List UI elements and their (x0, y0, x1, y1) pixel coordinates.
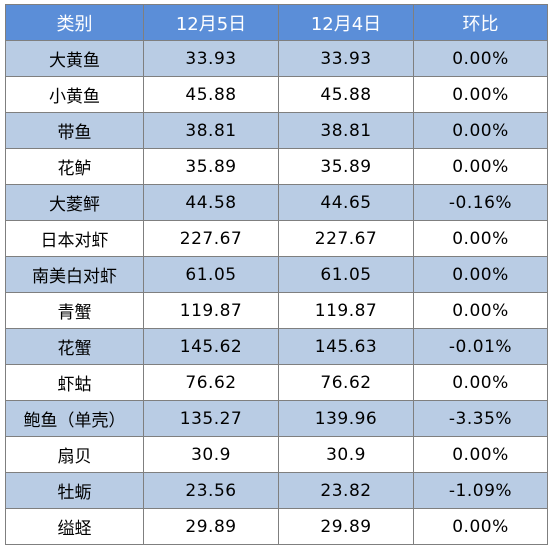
table-body: 大黄鱼 33.93 33.93 0.00% 小黄鱼 45.88 45.88 0.… (5, 40, 548, 545)
cell-dec5: 44.58 (143, 184, 279, 221)
cell-dec4: 44.65 (278, 184, 414, 221)
cell-category: 缢蛏 (5, 508, 144, 545)
cell-change: 0.00% (413, 112, 548, 149)
cell-dec5: 227.67 (143, 220, 279, 257)
cell-change: 0.00% (413, 40, 548, 77)
table-row: 缢蛏 29.89 29.89 0.00% (5, 508, 548, 545)
table-row: 南美白对虾 61.05 61.05 0.00% (5, 256, 548, 293)
cell-dec5: 30.9 (143, 436, 279, 473)
table-row: 带鱼 38.81 38.81 0.00% (5, 112, 548, 149)
cell-dec4: 35.89 (278, 148, 414, 185)
cell-dec5: 29.89 (143, 508, 279, 545)
cell-category: 牡蛎 (5, 472, 144, 509)
cell-dec5: 23.56 (143, 472, 279, 509)
cell-change: -3.35% (413, 400, 548, 437)
cell-change: 0.00% (413, 436, 548, 473)
cell-dec4: 30.9 (278, 436, 414, 473)
cell-category: 带鱼 (5, 112, 144, 149)
cell-dec4: 38.81 (278, 112, 414, 149)
cell-dec4: 29.89 (278, 508, 414, 545)
table-row: 鲍鱼（单壳） 135.27 139.96 -3.35% (5, 400, 548, 437)
cell-category: 小黄鱼 (5, 76, 144, 113)
cell-dec4: 145.63 (278, 328, 414, 365)
cell-dec4: 227.67 (278, 220, 414, 257)
cell-category: 日本对虾 (5, 220, 144, 257)
cell-category: 青蟹 (5, 292, 144, 329)
cell-category: 大黄鱼 (5, 40, 144, 77)
header-change: 环比 (413, 4, 548, 41)
cell-dec5: 76.62 (143, 364, 279, 401)
table-row: 花鲈 35.89 35.89 0.00% (5, 148, 548, 185)
cell-change: 0.00% (413, 508, 548, 545)
header-dec4: 12月4日 (278, 4, 414, 41)
cell-dec4: 33.93 (278, 40, 414, 77)
cell-change: 0.00% (413, 256, 548, 293)
table-header: 类别 12月5日 12月4日 环比 (5, 4, 548, 41)
cell-dec5: 45.88 (143, 76, 279, 113)
cell-category: 花鲈 (5, 148, 144, 185)
cell-category: 扇贝 (5, 436, 144, 473)
cell-dec4: 139.96 (278, 400, 414, 437)
cell-dec5: 61.05 (143, 256, 279, 293)
cell-category: 南美白对虾 (5, 256, 144, 293)
cell-dec4: 76.62 (278, 364, 414, 401)
cell-change: 0.00% (413, 292, 548, 329)
cell-category: 大菱鲆 (5, 184, 144, 221)
header-dec5: 12月5日 (143, 4, 279, 41)
table-row: 青蟹 119.87 119.87 0.00% (5, 292, 548, 329)
cell-category: 鲍鱼（单壳） (5, 400, 144, 437)
cell-change: 0.00% (413, 220, 548, 257)
table-row: 日本对虾 227.67 227.67 0.00% (5, 220, 548, 257)
cell-dec5: 33.93 (143, 40, 279, 77)
cell-change: 0.00% (413, 364, 548, 401)
cell-dec5: 145.62 (143, 328, 279, 365)
table-row: 虾蛄 76.62 76.62 0.00% (5, 364, 548, 401)
table-row: 花蟹 145.62 145.63 -0.01% (5, 328, 548, 365)
cell-change: 0.00% (413, 76, 548, 113)
table-row: 大菱鲆 44.58 44.65 -0.16% (5, 184, 548, 221)
table-row: 扇贝 30.9 30.9 0.00% (5, 436, 548, 473)
header-row: 类别 12月5日 12月4日 环比 (5, 4, 548, 41)
cell-dec5: 135.27 (143, 400, 279, 437)
cell-change: -1.09% (413, 472, 548, 509)
cell-dec4: 23.82 (278, 472, 414, 509)
price-table: 类别 12月5日 12月4日 环比 大黄鱼 33.93 33.93 0.00% … (5, 4, 548, 545)
cell-dec4: 119.87 (278, 292, 414, 329)
cell-category: 虾蛄 (5, 364, 144, 401)
cell-category: 花蟹 (5, 328, 144, 365)
cell-dec5: 38.81 (143, 112, 279, 149)
table-row: 大黄鱼 33.93 33.93 0.00% (5, 40, 548, 77)
cell-dec4: 45.88 (278, 76, 414, 113)
cell-dec4: 61.05 (278, 256, 414, 293)
cell-dec5: 35.89 (143, 148, 279, 185)
table-row: 小黄鱼 45.88 45.88 0.00% (5, 76, 548, 113)
cell-dec5: 119.87 (143, 292, 279, 329)
cell-change: -0.01% (413, 328, 548, 365)
table-row: 牡蛎 23.56 23.82 -1.09% (5, 472, 548, 509)
cell-change: -0.16% (413, 184, 548, 221)
cell-change: 0.00% (413, 148, 548, 185)
header-category: 类别 (5, 4, 144, 41)
